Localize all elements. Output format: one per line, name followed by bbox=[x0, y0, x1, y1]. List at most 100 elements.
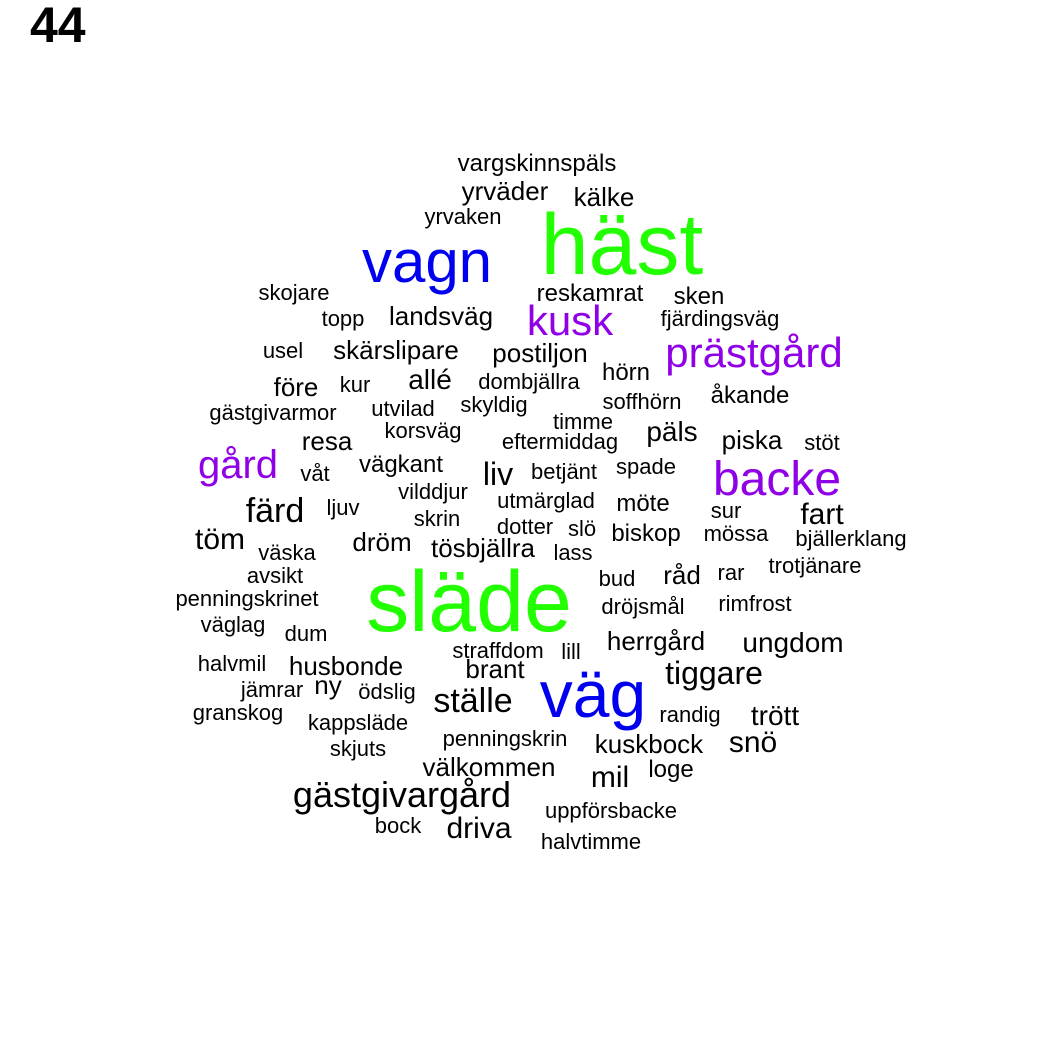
word-sken: sken bbox=[673, 283, 725, 310]
word-tösbjällra: tösbjällra bbox=[430, 533, 536, 563]
word-betjänt: betjänt bbox=[530, 459, 598, 484]
word-trotjänare: trotjänare bbox=[768, 553, 862, 578]
word-före: före bbox=[273, 372, 319, 402]
word-päls: päls bbox=[646, 416, 698, 447]
word-väglag: väglag bbox=[200, 612, 266, 637]
word-ställe: ställe bbox=[433, 682, 513, 720]
word-driva: driva bbox=[446, 812, 512, 845]
word-våt: våt bbox=[300, 461, 330, 486]
word-spade: spade bbox=[616, 454, 676, 479]
word-gästgivargård: gästgivargård bbox=[292, 774, 512, 815]
word-töm: töm bbox=[194, 523, 246, 556]
word-reskamrat: reskamrat bbox=[536, 280, 644, 307]
word-skrin: skrin bbox=[413, 506, 461, 531]
word-dröjsmål: dröjsmål bbox=[601, 594, 685, 619]
word-vagn: vagn bbox=[361, 228, 493, 295]
word-landsväg: landsväg bbox=[388, 301, 494, 331]
word-husbonde: husbonde bbox=[288, 651, 404, 681]
word-utmärglad: utmärglad bbox=[497, 488, 595, 513]
word-yrvaken: yrvaken bbox=[424, 204, 502, 229]
word-släde: släde bbox=[366, 554, 572, 650]
word-bjällerklang: bjällerklang bbox=[795, 526, 907, 551]
word-vargskinnspäls: vargskinnspäls bbox=[457, 150, 617, 177]
word-postiljon: postiljon bbox=[492, 338, 588, 368]
word-skojare: skojare bbox=[258, 280, 330, 305]
word-gård: gård bbox=[197, 443, 279, 487]
word-lass: lass bbox=[553, 540, 593, 565]
panel-label: 44 bbox=[30, 0, 86, 53]
word-färd: färd bbox=[245, 492, 305, 530]
word-allé: allé bbox=[408, 364, 452, 395]
word-ödslig: ödslig bbox=[358, 679, 416, 704]
word-kur: kur bbox=[339, 372, 371, 397]
word-tiggare: tiggare bbox=[665, 655, 763, 691]
word-skjuts: skjuts bbox=[329, 736, 387, 761]
word-snö: snö bbox=[728, 726, 778, 759]
word-vilddjur: vilddjur bbox=[398, 479, 468, 504]
word-dum: dum bbox=[284, 621, 328, 646]
word-bock: bock bbox=[374, 813, 422, 838]
word-väska: väska bbox=[258, 540, 316, 565]
word-liv: liv bbox=[482, 456, 514, 492]
word-avsikt: avsikt bbox=[246, 563, 304, 588]
word-möte: möte bbox=[616, 490, 670, 517]
word-kusk: kusk bbox=[526, 297, 614, 344]
word-halvtimme: halvtimme bbox=[540, 829, 642, 854]
word-herrgård: herrgård bbox=[606, 626, 706, 656]
word-gästgivarmor: gästgivarmor bbox=[209, 400, 337, 425]
word-penningskrinet: penningskrinet bbox=[175, 586, 319, 611]
word-usel: usel bbox=[262, 338, 304, 363]
word-korsväg: korsväg bbox=[384, 418, 462, 443]
word-granskog: granskog bbox=[192, 700, 284, 725]
word-skärslipare: skärslipare bbox=[333, 335, 459, 365]
word-väg: väg bbox=[539, 657, 647, 731]
word-timme: timme bbox=[553, 409, 613, 434]
word-bud: bud bbox=[598, 566, 636, 591]
word-dröm: dröm bbox=[352, 527, 412, 557]
word-mil: mil bbox=[590, 761, 630, 794]
word-straffdom: straffdom bbox=[452, 638, 544, 663]
word-uppförsbacke: uppförsbacke bbox=[544, 798, 678, 823]
word-fart: fart bbox=[800, 498, 844, 531]
word-slö: slö bbox=[567, 516, 597, 541]
word-lill: lill bbox=[561, 639, 581, 664]
word-jämrar: jämrar bbox=[240, 677, 304, 702]
word-rar: rar bbox=[717, 560, 745, 585]
word-kappsläde: kappsläde bbox=[307, 710, 409, 735]
word-välkommen: välkommen bbox=[422, 752, 556, 782]
word-halvmil: halvmil bbox=[197, 651, 267, 676]
word-ny: ny bbox=[314, 670, 342, 700]
word-soffhörn: soffhörn bbox=[602, 389, 682, 414]
word-prästgård: prästgård bbox=[665, 329, 843, 376]
word-loge: loge bbox=[648, 756, 694, 783]
word-penningskrin: penningskrin bbox=[442, 726, 568, 751]
word-biskop: biskop bbox=[611, 520, 681, 547]
word-eftermiddag: eftermiddag bbox=[501, 429, 619, 454]
word-sur: sur bbox=[710, 498, 742, 523]
word-kälke: kälke bbox=[573, 182, 635, 212]
word-ungdom: ungdom bbox=[742, 627, 844, 658]
word-randig: randig bbox=[659, 702, 721, 727]
word-mössa: mössa bbox=[703, 521, 769, 546]
word-åkande: åkande bbox=[710, 382, 790, 409]
word-utvilad: utvilad bbox=[371, 396, 435, 421]
word-dotter: dotter bbox=[496, 514, 554, 539]
word-skyldig: skyldig bbox=[460, 392, 528, 417]
word-kuskbock: kuskbock bbox=[594, 729, 704, 759]
word-häst: häst bbox=[540, 197, 704, 293]
word-trött: trött bbox=[750, 700, 800, 731]
word-resa: resa bbox=[301, 426, 353, 456]
word-hörn: hörn bbox=[601, 359, 651, 386]
word-brant: brant bbox=[465, 654, 525, 684]
word-stöt: stöt bbox=[804, 430, 840, 455]
word-råd: råd bbox=[663, 560, 701, 590]
word-backe: backe bbox=[712, 453, 842, 506]
word-topp: topp bbox=[321, 306, 365, 331]
word-yrväder: yrväder bbox=[461, 176, 549, 206]
word-dombjällra: dombjällra bbox=[478, 369, 580, 394]
word-rimfrost: rimfrost bbox=[718, 591, 792, 616]
word-piska: piska bbox=[721, 425, 783, 455]
word-ljuv: ljuv bbox=[326, 495, 360, 520]
word-vägkant: vägkant bbox=[358, 451, 444, 478]
